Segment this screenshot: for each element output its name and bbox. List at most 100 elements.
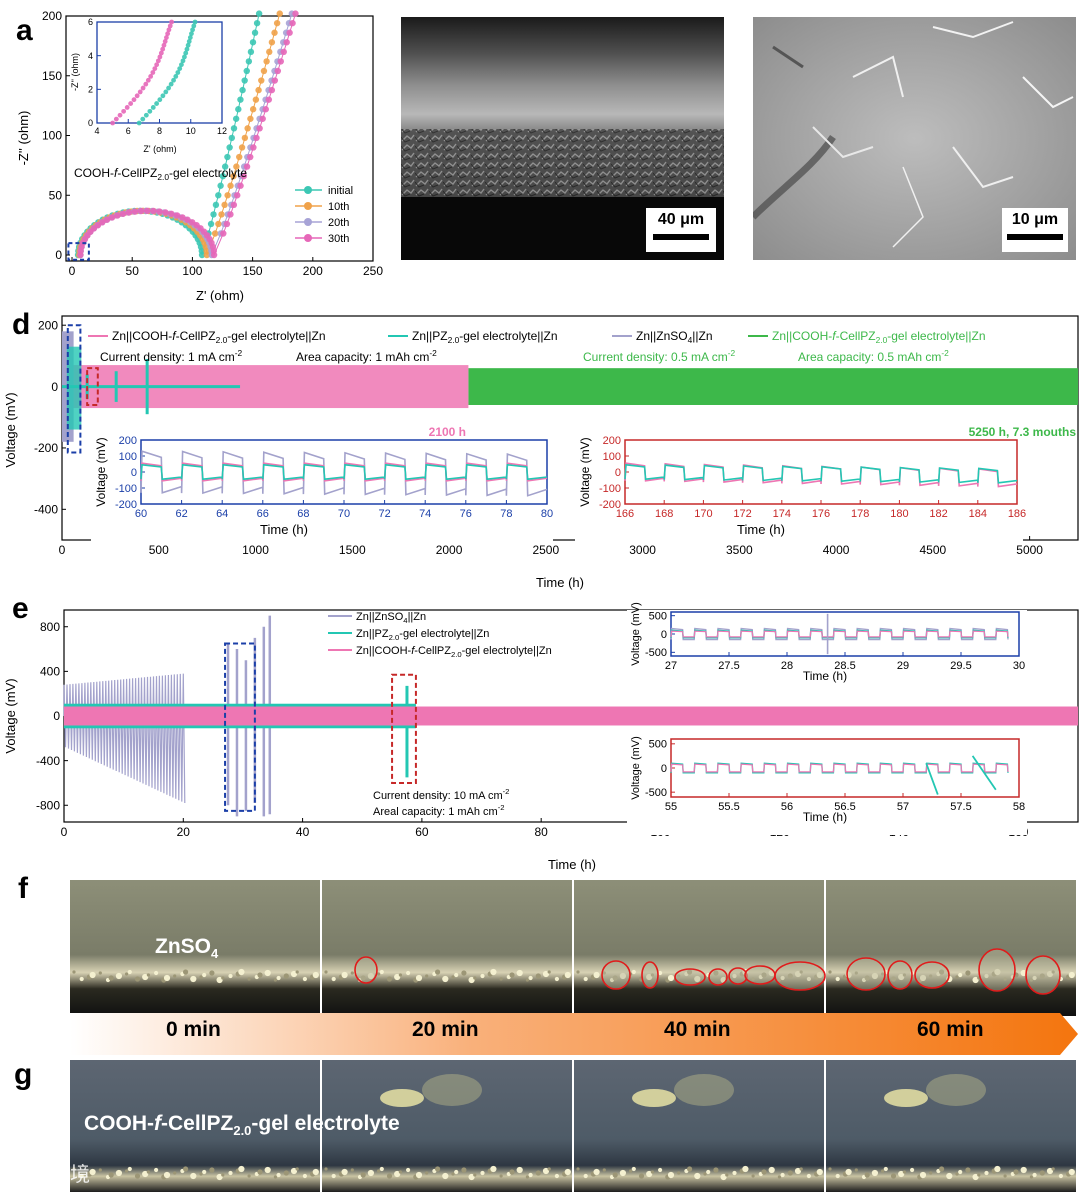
- time-label-40: 40 min: [664, 1018, 731, 1041]
- d-inset0-xtick-label-3: 66: [257, 508, 269, 520]
- e-legend-label-0: Zn||ZnSO4||Zn: [356, 611, 426, 625]
- d-inset0-xtick-label-5: 70: [338, 508, 350, 520]
- a-inset-point-0-8: [163, 89, 169, 95]
- row-f-frame-1: [322, 880, 572, 1016]
- a-inset-ytick-label-1: 2: [88, 84, 93, 94]
- row-g-particle-3-33: [1032, 1172, 1037, 1178]
- a-point-1-54: [266, 48, 273, 56]
- row-g-frame-2: [574, 1060, 824, 1192]
- a-point-0-38: [212, 201, 220, 209]
- a-xtick-label-2: 100: [182, 264, 202, 278]
- row-f-particle-1-1: [331, 976, 336, 982]
- a-point-1-47: [247, 115, 254, 122]
- row-f-dendrite-circle-9: [887, 960, 913, 990]
- a-point-1-51: [258, 77, 265, 84]
- a-inset-point-1-19: [160, 46, 166, 52]
- row-f-particle-0-1: [79, 976, 84, 982]
- e-cond-capacity: Areal capacity: 1 mAh cm-2: [373, 803, 505, 818]
- a-inset-ytick-label-2: 4: [88, 51, 93, 61]
- row-g-particle-3-28: [1003, 1174, 1007, 1178]
- a-inset-point-1-25: [167, 23, 173, 29]
- a-point-3-48: [262, 106, 269, 113]
- row-g-particle-2-10: [638, 1173, 645, 1179]
- d-ytick-label-3: 200: [38, 318, 58, 332]
- row-f-particle-1-35: [542, 970, 550, 978]
- a-inset-point-0-23: [189, 31, 194, 37]
- row-f-particle-0-35: [290, 970, 298, 978]
- row-f-particle-0-12: [146, 973, 150, 977]
- row-g-particle-1-34: [535, 1170, 541, 1176]
- d-inset-line-teal-0: [140, 463, 548, 481]
- a-inset-point-1-10: [143, 81, 149, 87]
- a-point-1-45: [241, 134, 249, 142]
- d-ytick-label-0: -400: [34, 503, 58, 517]
- d-inset0-xtick-label-8: 76: [460, 508, 472, 520]
- d-inset1-ytick-label-2: 0: [615, 467, 621, 479]
- e-ytick-label-2: 0: [53, 709, 60, 723]
- row-f-particle-1-31: [516, 969, 523, 977]
- a-ytick-label-4: 200: [42, 9, 62, 23]
- a-point-1-43: [236, 153, 243, 161]
- a-point-1-37: [218, 211, 225, 218]
- a-inset-point-0-9: [166, 85, 171, 91]
- znso4-label: ZnSO4: [155, 935, 219, 962]
- a-inset-point-0-18: [183, 50, 189, 56]
- a-point-1-44: [238, 144, 246, 151]
- row-g-particle-3-12: [902, 1170, 907, 1174]
- a-point-3-58: [292, 10, 299, 17]
- a-point-1-41: [230, 172, 237, 180]
- row-f-graphic: [70, 880, 1076, 1016]
- row-g-particle-3-6: [864, 1172, 870, 1178]
- a-point-3-23: [179, 214, 186, 221]
- row-g-particle-1-19: [442, 1172, 449, 1180]
- d-xtick-label-0: 0: [59, 543, 66, 557]
- watermark: 大数跨境: [10, 1162, 90, 1186]
- d-inset1-xtick-label-5: 176: [812, 508, 830, 520]
- a-point-3-37: [227, 211, 234, 218]
- a-point-0-45: [228, 134, 236, 142]
- a-xlabel: Z' (ohm): [196, 288, 244, 303]
- d-inset1-ytick-label-4: 200: [603, 435, 621, 447]
- a-inset-xtick-label-1: 6: [126, 126, 131, 136]
- a-point-3-50: [268, 86, 276, 94]
- row-g-particle-2-22: [713, 1167, 719, 1173]
- row-f-particle-1-30: [509, 972, 515, 978]
- d-inset-line-teal-1: [624, 463, 1018, 484]
- row-g-particle-0-3: [89, 1168, 96, 1176]
- row-g-particle-1-8: [377, 1169, 381, 1173]
- row-f-particle-1-20: [451, 975, 455, 979]
- a-xtick-label-3: 150: [243, 264, 263, 278]
- a-point-3-15: [131, 208, 139, 215]
- e-inset-line-pink-1: [670, 763, 1009, 773]
- d-inset1-xtick-label-10: 186: [1008, 508, 1026, 520]
- e-legend-label-1: Zn||PZ2.0-gel electrolyte||Zn: [356, 628, 489, 642]
- row-g-particle-3-39: [1068, 1168, 1075, 1176]
- d-inset0-ytick-label-0: -200: [115, 499, 137, 511]
- row-g-particle-2-16: [677, 1171, 681, 1175]
- e-cond-density: Current density: 10 mA cm-2: [373, 787, 509, 802]
- row-g-particle-2-1: [583, 1173, 588, 1179]
- row-f-particle-0-8: [125, 972, 129, 976]
- row-f-frame-0: [70, 880, 320, 1016]
- row-g-particle-0-31: [264, 1166, 271, 1174]
- row-f-particle-0-13: [154, 970, 159, 976]
- a-point-3-12: [114, 212, 121, 219]
- a-point-0-57: [253, 19, 261, 27]
- row-g-graphic: [70, 1060, 1076, 1192]
- a-inset-point-0-13: [175, 70, 181, 75]
- row-g-particle-0-9: [127, 1166, 132, 1172]
- d-xtick-label-9: 4500: [920, 543, 947, 557]
- e-inset0-ytick-label-0: -500: [645, 647, 667, 659]
- a-point-1-55: [268, 39, 276, 46]
- d-inset0-xtick-label-4: 68: [297, 508, 309, 520]
- row-g-particle-0-21: [202, 1169, 207, 1175]
- row-g-particle-2-19: [694, 1172, 701, 1180]
- row-g-particle-0-16: [173, 1171, 177, 1175]
- row-g-particle-0-25: [228, 1170, 233, 1176]
- e-ylabel: Voltage (mV): [3, 678, 18, 753]
- a-inset-point-1-0: [110, 120, 116, 126]
- e-inset0-xtick-label-1: 27.5: [718, 660, 739, 672]
- row-g-particle-0-33: [276, 1172, 281, 1178]
- row-g-particle-3-16: [929, 1171, 933, 1175]
- gel-label: COOH-f-CellPZ2.0-gel electrolyte: [84, 1112, 400, 1139]
